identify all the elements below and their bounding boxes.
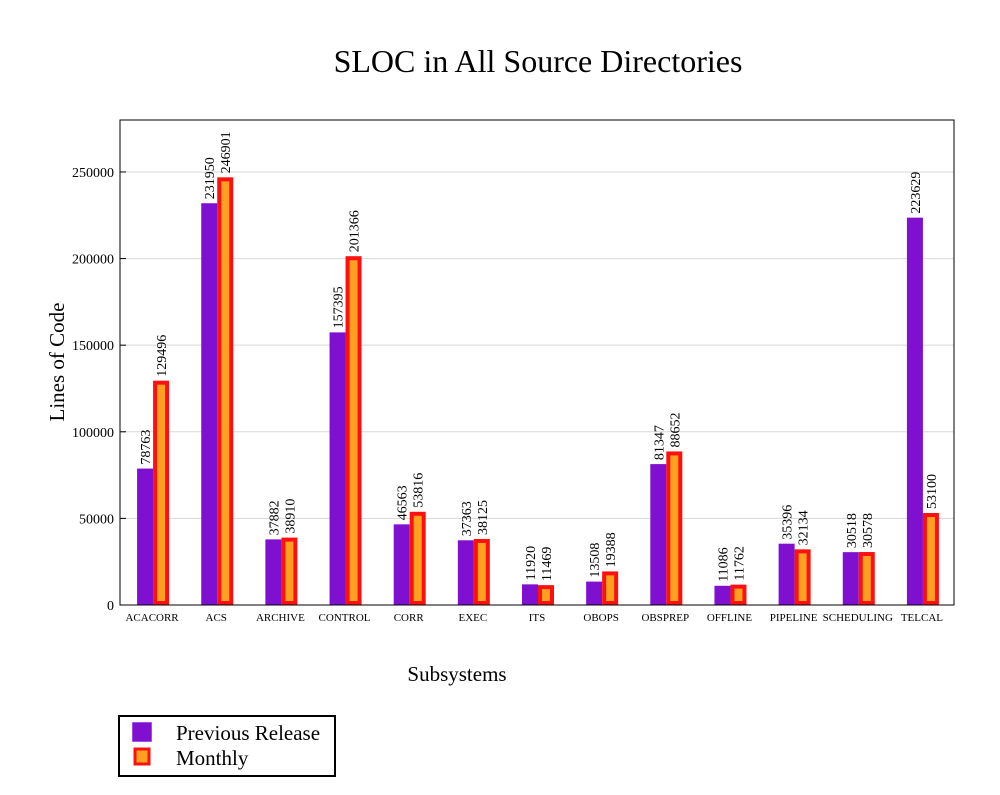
bar-monthly-control: [345, 256, 362, 605]
y-tick-label: 150000: [72, 339, 114, 354]
y-tick-label: 100000: [72, 426, 114, 441]
bar-monthly-acacorr: [153, 380, 170, 605]
value-label-monthly-acs: 246901: [219, 131, 234, 173]
bar-monthly-exec: [473, 538, 490, 605]
x-tick-label-telcal: TELCAL: [901, 612, 943, 624]
value-label-previous-release-pipeline: 35396: [781, 505, 796, 540]
x-axis-label: Subsystems: [407, 662, 506, 686]
bar-monthly-telcal: [922, 513, 939, 605]
plot-frame: [119, 119, 955, 606]
bars: [137, 177, 939, 606]
bar-previous-release-pipeline: [778, 543, 795, 606]
value-label-monthly-its: 11469: [540, 547, 555, 581]
bar-previous-release-obops: [586, 581, 603, 606]
value-label-monthly-telcal: 53100: [925, 474, 940, 509]
bar-monthly-its: [538, 585, 554, 605]
y-axis-ticks: 0 50000 100000 150000 200000 250000: [72, 166, 126, 614]
bar-previous-release-archive: [265, 539, 282, 605]
legend-box: [118, 715, 336, 777]
value-label-previous-release-obsprep: 81347: [652, 425, 667, 460]
bar-monthly-offline: [730, 584, 747, 605]
x-tick-label-offline: OFFLINE: [707, 612, 753, 624]
legend-label-previous-release: Previous Release: [176, 721, 320, 745]
value-label-monthly-acacorr: 129496: [155, 335, 170, 377]
bar-previous-release-telcal: [906, 217, 923, 605]
y-tick-label: 200000: [72, 253, 114, 268]
value-label-previous-release-telcal: 223629: [909, 172, 924, 214]
bar-monthly-scheduling: [858, 552, 875, 606]
x-tick-label-pipeline: PIPELINE: [770, 612, 818, 624]
bar-previous-release-scheduling: [842, 552, 859, 606]
value-label-monthly-offline: 11762: [732, 546, 747, 580]
x-tick-label-corr: CORR: [394, 612, 425, 624]
value-label-monthly-corr: 53816: [412, 473, 427, 508]
value-label-previous-release-its: 11920: [524, 546, 539, 580]
value-label-monthly-archive: 38910: [283, 499, 298, 534]
legend: Previous Release Monthly: [118, 715, 336, 777]
bar-monthly-pipeline: [794, 549, 811, 605]
x-tick-label-its: ITS: [529, 612, 546, 624]
grid-lines: [120, 171, 954, 519]
chart-title: SLOC in All Source Directories: [334, 43, 743, 79]
value-label-previous-release-scheduling: 30518: [845, 513, 860, 548]
value-label-monthly-obsprep: 88652: [668, 412, 683, 447]
value-label-previous-release-control: 157395: [332, 286, 347, 328]
value-label-previous-release-acs: 231950: [203, 157, 218, 199]
legend-swatch-monthly: [133, 747, 151, 766]
bar-previous-release-control: [329, 332, 346, 605]
value-label-monthly-scheduling: 30578: [861, 513, 876, 548]
value-label-monthly-obops: 19388: [604, 532, 619, 567]
x-tick-label-exec: EXEC: [458, 612, 487, 624]
bar-monthly-corr: [409, 511, 426, 606]
bar-previous-release-acs: [201, 203, 218, 605]
value-label-previous-release-exec: 37363: [460, 501, 475, 536]
value-label-previous-release-offline: 11086: [716, 547, 731, 581]
x-tick-label-acs: ACS: [206, 612, 227, 624]
x-tick-label-scheduling: SCHEDULING: [823, 612, 893, 624]
y-tick-label: 0: [107, 599, 114, 614]
bar-previous-release-offline: [714, 585, 731, 606]
x-tick-label-obops: OBOPS: [583, 612, 618, 624]
bar-monthly-obsprep: [666, 451, 683, 605]
value-label-monthly-pipeline: 32134: [797, 510, 812, 545]
x-axis-ticks: ACACORR ACS ARCHIVE CONTROL CORR EXEC ITS OBOPS…: [125, 612, 943, 624]
value-label-monthly-control: 201366: [348, 210, 363, 252]
value-label-monthly-exec: 38125: [476, 500, 491, 535]
y-tick-label: 250000: [72, 166, 114, 181]
y-tick-label: 50000: [79, 512, 114, 527]
value-label-previous-release-acacorr: 78763: [139, 430, 154, 465]
legend-label-monthly: Monthly: [176, 746, 249, 770]
x-tick-label-obsprep: OBSPREP: [641, 612, 689, 624]
bar-previous-release-acacorr: [137, 468, 154, 605]
x-tick-label-acacorr: ACACORR: [125, 612, 179, 624]
bar-previous-release-its: [522, 584, 538, 605]
x-tick-label-archive: ARCHIVE: [256, 612, 305, 624]
legend-swatch-previous-release: [132, 722, 152, 742]
bar-previous-release-corr: [393, 524, 410, 606]
bar-previous-release-obsprep: [650, 464, 667, 605]
value-label-previous-release-corr: 46563: [396, 485, 411, 520]
bar-previous-release-exec: [457, 540, 474, 605]
bar-monthly-archive: [281, 537, 298, 605]
bar-monthly-obops: [602, 571, 619, 606]
value-label-previous-release-archive: 37882: [267, 500, 282, 535]
x-tick-label-control: CONTROL: [319, 612, 371, 624]
y-axis-label: Lines of Code: [45, 303, 69, 422]
value-label-previous-release-obops: 13508: [588, 543, 603, 578]
bar-monthly-acs: [217, 177, 234, 606]
